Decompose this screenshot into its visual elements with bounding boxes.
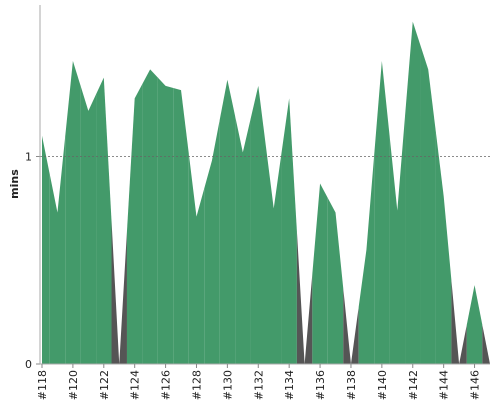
area-segment: [235, 116, 251, 364]
area-segment: [266, 147, 282, 364]
y-tick-label: 1: [25, 150, 32, 163]
area-segment: [420, 45, 436, 364]
area-segment: [250, 85, 266, 364]
area-segment: [157, 77, 174, 364]
area-segment: [281, 98, 297, 364]
x-tick-label: #146: [469, 370, 482, 400]
area-segment: [65, 61, 81, 364]
y-axis-label: mins: [8, 169, 21, 199]
area-segment: [111, 220, 127, 364]
area-segment: [451, 279, 467, 364]
x-tick-label: #126: [160, 370, 173, 400]
x-tick-label: #144: [438, 370, 451, 400]
area-segment: [188, 153, 205, 364]
area-segment: [96, 77, 112, 364]
x-tick-label: #142: [407, 370, 420, 400]
area-segment: [405, 21, 421, 364]
x-tick-label: #136: [314, 370, 327, 400]
area-segment: [358, 155, 375, 364]
x-tick-label: #122: [98, 370, 111, 400]
area-segment: [126, 83, 143, 364]
area-segment: [42, 135, 50, 364]
area-segment: [312, 183, 328, 364]
x-tick-label: #132: [252, 370, 265, 400]
area-segment: [343, 288, 359, 364]
area-segment: [49, 136, 66, 364]
x-tick-label: #118: [36, 370, 49, 400]
x-tick-label: #134: [283, 370, 296, 400]
area-segment: [466, 285, 483, 364]
area-segment: [142, 69, 158, 365]
area-segment: [435, 132, 452, 364]
x-tick-label: #120: [67, 370, 80, 400]
area-segment: [327, 197, 344, 364]
x-tick-label: #124: [129, 370, 142, 400]
area-segment: [219, 79, 236, 364]
area-segment: [80, 85, 97, 364]
area-segment: [173, 88, 189, 364]
x-tick-label: #128: [190, 370, 203, 400]
area-segment: [389, 116, 406, 364]
x-tick-label: #138: [345, 370, 358, 400]
area-segment: [204, 120, 220, 364]
y-tick-label: 0: [25, 358, 32, 371]
area-segment: [374, 61, 390, 364]
x-tick-label: #130: [221, 370, 234, 400]
area-segment: [482, 324, 490, 364]
x-tick-label: #140: [376, 370, 389, 400]
area-segment: [296, 231, 313, 364]
